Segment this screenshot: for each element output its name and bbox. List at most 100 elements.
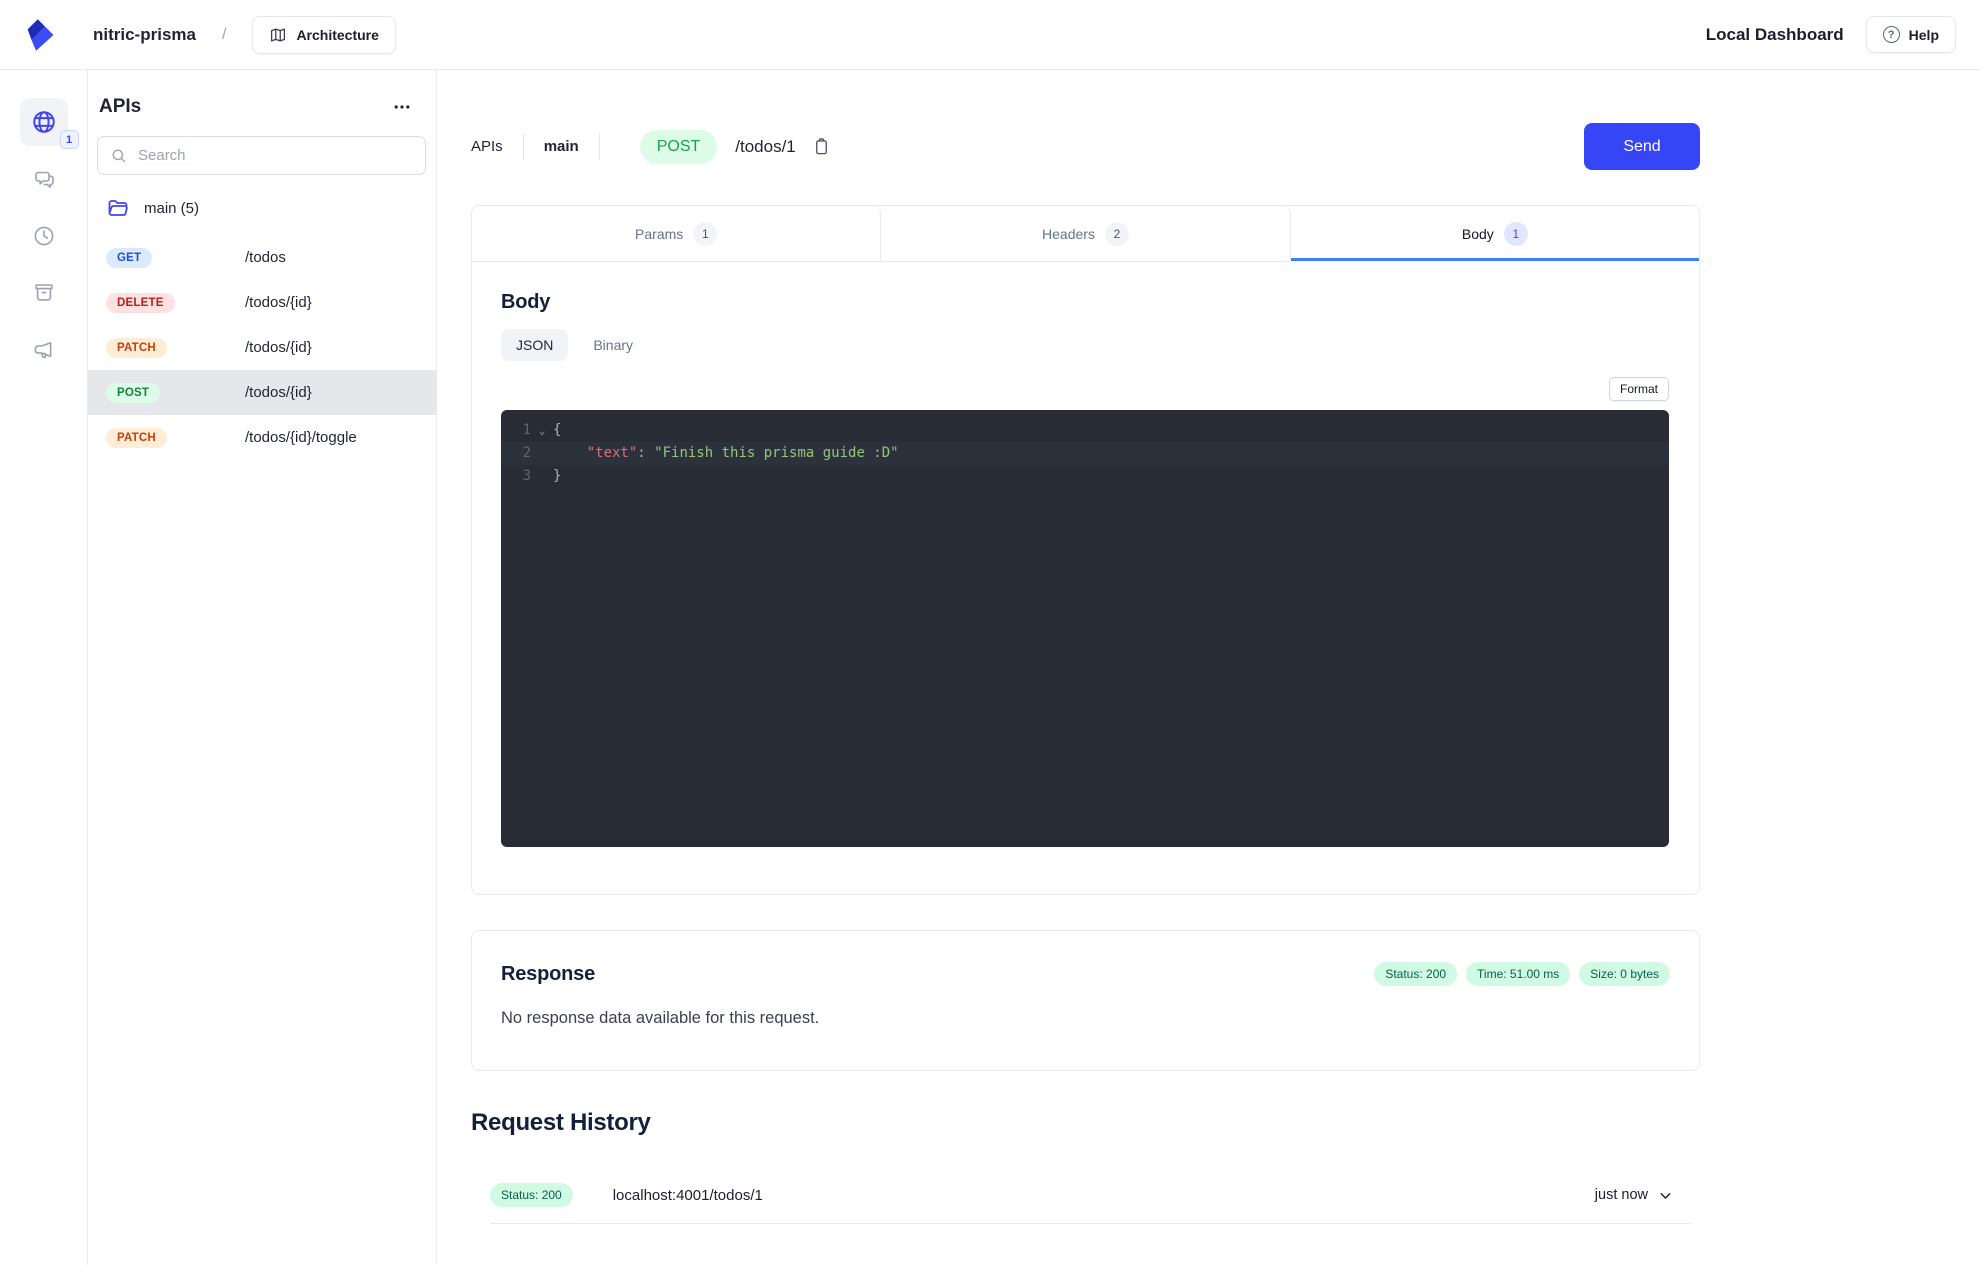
history-time: just now (1595, 1187, 1692, 1204)
code-line-3: 3 } (501, 465, 1669, 488)
endpoint-post-todos-id[interactable]: POST /todos/{id} (88, 370, 436, 415)
method-badge: PATCH (106, 427, 167, 448)
response-card: Response Status: 200 Time: 51.00 ms Size… (471, 930, 1700, 1071)
topbar-right: Local Dashboard ? Help (1706, 16, 1956, 53)
chat-bubbles-icon (32, 167, 56, 191)
breadcrumb: APIs main POST /todos/1 (471, 129, 833, 164)
request-bar: APIs main POST /todos/1 Send (471, 123, 1700, 170)
api-search (97, 136, 426, 175)
history-url: localhost:4001/todos/1 (612, 1186, 763, 1204)
format-row: Format (501, 377, 1669, 401)
apis-panel-header: APIs (88, 93, 436, 121)
code-text: } (553, 468, 562, 484)
apis-panel: APIs main (5) (88, 70, 437, 1265)
send-button[interactable]: Send (1584, 123, 1700, 170)
history-time-label: just now (1594, 1187, 1648, 1203)
mode-binary[interactable]: Binary (593, 337, 634, 353)
endpoint-list: GET /todos DELETE /todos/{id} PATCH /tod… (88, 235, 436, 460)
chevron-down-icon[interactable] (1657, 1187, 1674, 1204)
endpoint-path: /todos/{id} (245, 294, 312, 311)
clock-icon (32, 224, 56, 248)
time-badge: Time: 51.00 ms (1466, 962, 1571, 986)
app-shell: 1 (0, 70, 1980, 1265)
nav-storage[interactable] (20, 269, 68, 317)
tab-label: Headers (1042, 225, 1095, 242)
search-icon (112, 149, 126, 163)
copy-path-button[interactable] (810, 135, 833, 158)
request-editor-card: Params 1 Headers 2 Body 1 Body JSON Bina… (471, 205, 1700, 895)
endpoint-path: /todos/{id}/toggle (245, 429, 357, 446)
tab-headers[interactable]: Headers 2 (881, 206, 1291, 262)
json-key: "text" (586, 445, 638, 461)
apis-panel-title: APIs (99, 96, 142, 117)
project-title: nitric-prisma (93, 24, 196, 44)
architecture-label: Architecture (296, 26, 379, 43)
format-button[interactable]: Format (1608, 377, 1669, 401)
endpoint-patch-todos-id[interactable]: PATCH /todos/{id} (88, 325, 436, 370)
history-status-badge: Status: 200 (490, 1183, 573, 1207)
response-badges: Status: 200 Time: 51.00 ms Size: 0 bytes (1374, 962, 1670, 986)
request-method-badge: POST (639, 129, 718, 164)
folder-icon (106, 196, 130, 220)
breadcrumb-apis-link[interactable]: APIs (471, 138, 503, 155)
line-number: 1 (522, 422, 531, 438)
help-label: Help (1908, 26, 1939, 43)
endpoint-get-todos[interactable]: GET /todos (88, 235, 436, 280)
breadcrumb-api-name: main (543, 138, 579, 155)
body-mode-toggle: JSON Binary (501, 329, 1669, 361)
response-header: Response Status: 200 Time: 51.00 ms Size… (501, 962, 1670, 986)
endpoint-path: /todos/{id} (245, 384, 312, 401)
map-icon (269, 26, 287, 44)
globe-icon (31, 109, 57, 135)
top-bar: nitric-prisma / Architecture Local Dashb… (0, 0, 1980, 70)
history-entry[interactable]: Status: 200 localhost:4001/todos/1 just … (490, 1183, 1692, 1224)
search-input[interactable] (97, 136, 426, 175)
mode-json[interactable]: JSON (501, 329, 569, 361)
request-path: /todos/1 (735, 136, 796, 156)
apis-menu-button[interactable] (388, 93, 416, 121)
nav-topics[interactable] (20, 326, 68, 374)
request-tabs: Params 1 Headers 2 Body 1 (472, 206, 1699, 262)
method-badge: POST (106, 382, 161, 403)
nav-websockets[interactable] (20, 155, 68, 203)
endpoint-path: /todos (245, 249, 286, 266)
body-tab-content: Body JSON Binary Format 1 ⌄ { 2 (472, 262, 1699, 894)
endpoint-patch-todos-id-toggle[interactable]: PATCH /todos/{id}/toggle (88, 415, 436, 460)
tab-label: Body (1461, 225, 1494, 242)
line-number: 3 (522, 468, 531, 484)
fold-icon[interactable]: ⌄ (538, 424, 546, 437)
nitric-logo-icon (22, 17, 58, 53)
architecture-button[interactable]: Architecture (252, 15, 396, 54)
json-body-editor[interactable]: 1 ⌄ { 2 "text": "Finish this prisma guid… (501, 410, 1669, 847)
tab-count-badge: 1 (1503, 221, 1528, 246)
help-circle-icon: ? (1882, 26, 1900, 43)
body-section-title: Body (501, 291, 551, 313)
apis-count-badge: 1 (59, 130, 79, 149)
tab-params[interactable]: Params 1 (472, 206, 882, 262)
code-text: "text": "Finish this prisma guide :D" (586, 445, 899, 461)
api-group-main[interactable]: main (5) (88, 196, 436, 220)
code-line-1: 1 ⌄ { (501, 419, 1669, 442)
endpoint-path: /todos/{id} (245, 339, 312, 356)
divider (598, 133, 600, 160)
tab-body[interactable]: Body 1 (1291, 206, 1699, 262)
tab-count-badge: 1 (693, 221, 718, 246)
help-button[interactable]: ? Help (1865, 16, 1956, 53)
nav-apis[interactable]: 1 (19, 98, 79, 149)
divider (522, 133, 524, 160)
endpoint-delete-todos-id[interactable]: DELETE /todos/{id} (88, 280, 436, 325)
line-number: 2 (522, 445, 531, 461)
nav-schedules[interactable] (20, 212, 68, 260)
code-text: { (553, 422, 562, 438)
size-badge: Size: 0 bytes (1579, 962, 1670, 986)
code-line-2: 2 "text": "Finish this prisma guide :D" (501, 442, 1669, 465)
local-dashboard-label: Local Dashboard (1705, 24, 1844, 44)
tab-label: Params (635, 225, 684, 242)
main-content: APIs main POST /todos/1 Send Params (437, 70, 1980, 1265)
response-section-title: Response (501, 962, 595, 985)
tab-count-badge: 2 (1104, 221, 1129, 246)
response-empty-message: No response data available for this requ… (501, 1009, 820, 1027)
breadcrumb-separator: / (221, 25, 227, 43)
storage-box-icon (32, 281, 56, 305)
api-group-label: main (5) (144, 199, 200, 217)
